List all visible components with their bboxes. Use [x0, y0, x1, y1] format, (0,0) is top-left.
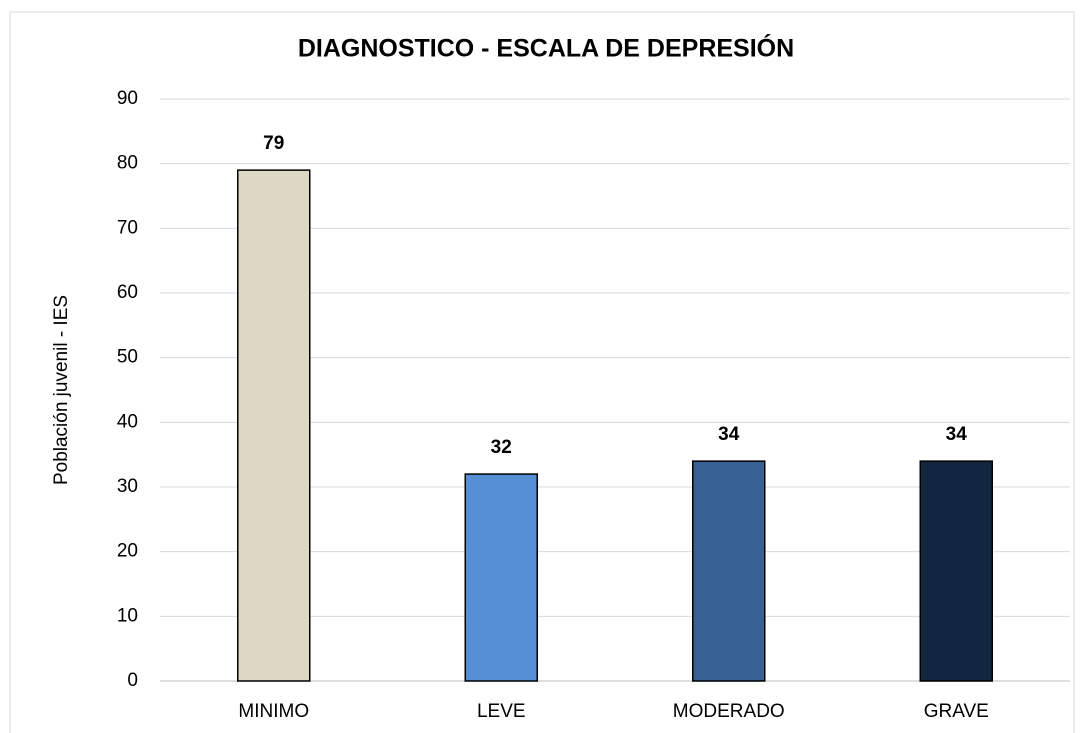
x-tick-label: GRAVE [924, 701, 989, 722]
bar [237, 169, 311, 682]
y-tick-label: 20 [117, 541, 138, 562]
y-tick-label: 10 [117, 605, 138, 626]
data-label: 32 [491, 437, 512, 458]
bar [919, 460, 993, 682]
data-label: 34 [946, 424, 968, 445]
y-tick-label: 70 [117, 217, 138, 238]
x-tick-label: MODERADO [673, 701, 785, 722]
y-axis-label: Población juvenil - IES [51, 295, 72, 485]
x-tick-label: MINIMO [238, 701, 309, 722]
y-tick-label: 30 [117, 476, 138, 497]
y-tick-label: 40 [117, 411, 138, 432]
chart-title: DIAGNOSTICO - ESCALA DE DEPRESIÓN [298, 33, 794, 63]
y-tick-label: 90 [117, 88, 138, 109]
chart-border [9, 11, 1075, 733]
y-tick-label: 80 [117, 153, 138, 174]
bar [464, 473, 538, 682]
y-tick-label: 50 [117, 347, 138, 368]
data-label: 34 [718, 424, 740, 445]
data-label: 79 [263, 133, 284, 154]
y-tick-label: 0 [127, 670, 138, 691]
y-tick-label: 60 [117, 282, 138, 303]
bar [692, 460, 766, 682]
x-tick-label: LEVE [477, 701, 526, 722]
